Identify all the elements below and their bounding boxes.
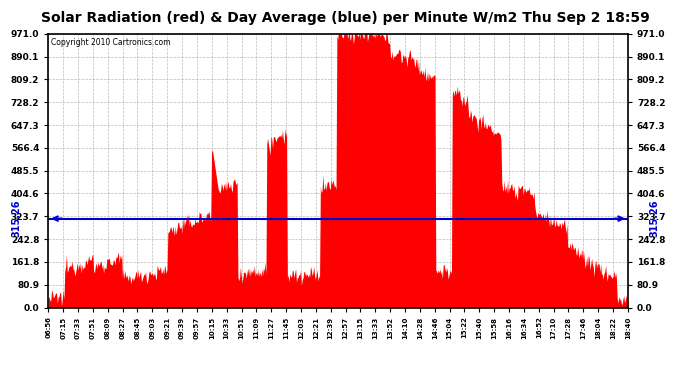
Text: Solar Radiation (red) & Day Average (blue) per Minute W/m2 Thu Sep 2 18:59: Solar Radiation (red) & Day Average (blu… [41,11,649,25]
Text: 315.26: 315.26 [649,200,659,237]
Text: Copyright 2010 Cartronics.com: Copyright 2010 Cartronics.com [51,38,170,47]
Text: 315.26: 315.26 [12,200,21,237]
